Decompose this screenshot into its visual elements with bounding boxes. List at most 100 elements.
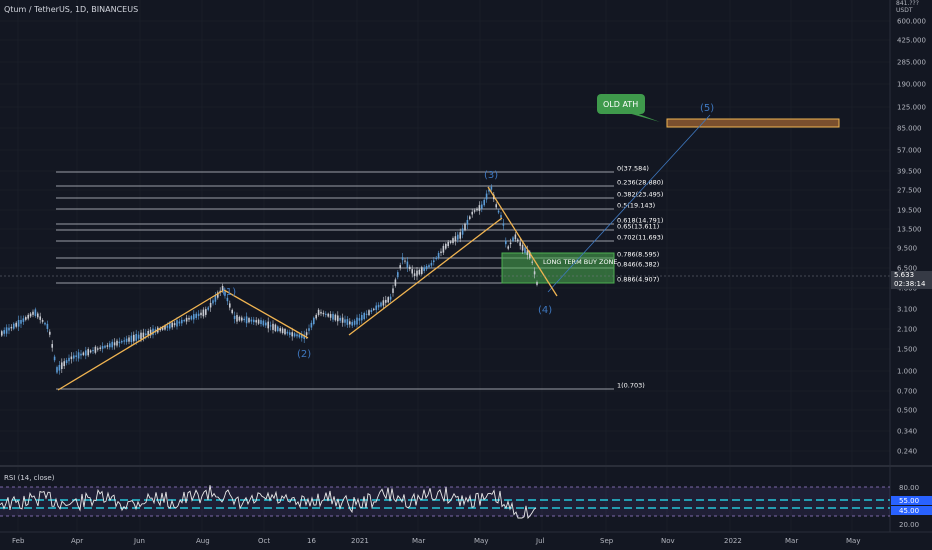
fib-label: 0.65(13.611) [617,223,659,231]
candle-body [332,313,334,320]
time-label: Mar [785,537,798,545]
time-label: 2022 [724,537,742,545]
candle-body [99,347,101,349]
candle-body [92,350,94,352]
candle-body [82,352,85,356]
candle-body [351,321,353,326]
candle-body [135,333,137,341]
old-ath-callout[interactable]: OLD ATH [597,94,660,122]
price-label: 57.000 [897,147,922,155]
candle-body [94,346,97,353]
candle-body [221,285,224,291]
candle-body [137,334,140,339]
candle-body [231,309,233,314]
candle-body [39,316,41,320]
candle-body [205,309,207,315]
candle-body [265,322,267,326]
price-label: 19.500 [897,207,922,215]
time-axis[interactable]: Feb Apr Jun Aug Oct 16 2021 Mar May Jul Sep Nov 2022… [12,537,860,545]
candle-body [149,329,152,336]
candle-body [101,346,104,349]
chart-grid [0,0,890,532]
candle-body [329,314,332,318]
candle-body [197,313,200,317]
candle-body [353,320,356,325]
candle-body [8,327,10,331]
rsi-axis-80: 80.00 [899,484,919,492]
candle-body [519,242,521,246]
buy-zone-box[interactable] [501,252,615,284]
fibonacci-retracement[interactable]: 0(37.584) 0.236(28.880) 0.382(23.495) 0.5(1… [56,165,663,390]
wave-label-4: (4) [538,305,552,316]
candle-body [512,237,514,241]
candle-body [308,328,310,331]
candle-body [428,265,430,268]
fib-label: 0.786(8.595) [617,251,659,259]
price-label: 125.000 [897,104,926,112]
candle-body [387,297,389,303]
trendline-wave-1 [57,289,225,391]
candle-body [10,326,13,329]
wave-5-projection [547,114,711,293]
candle-body [320,311,322,314]
candle-body [488,189,490,192]
candle-body [236,315,238,322]
wave-labels: (1) (2) (3) (4) (5) [222,103,714,360]
price-label: 6.500 [897,265,917,273]
candle-body [178,321,181,324]
candle-body [449,241,452,243]
candle-body [416,270,418,277]
candle-body [161,326,164,330]
candle-body [315,314,317,319]
old-ath-box[interactable] [666,118,840,128]
candle-body [411,269,413,274]
candle-body [274,324,277,332]
candle-body [169,323,171,329]
candle-body [363,312,365,320]
candle-body [507,246,509,249]
candle-body [185,317,188,322]
candle-body [207,307,209,310]
price-axis-top-label: 841.??? [896,0,919,7]
time-label: Feb [12,537,25,545]
candle-body [286,331,289,334]
rsi-title[interactable]: RSI (14, close) [4,474,55,482]
candle-body [29,313,32,317]
candle-body [44,322,46,325]
candle-body [46,323,49,329]
candle-body [226,297,229,302]
candle-body [471,211,473,215]
candle-body [440,251,442,253]
candle-body [109,343,111,348]
time-label: Nov [661,537,675,545]
candle-body [337,315,339,322]
time-label: Apr [71,537,83,545]
rsi-pane[interactable] [0,485,890,520]
candle-body [253,319,255,323]
candle-body [61,362,63,369]
candle-body [435,257,437,259]
price-label: 0.500 [897,407,917,415]
candle-body [421,267,423,275]
candle-body [277,326,279,332]
candle-body [260,320,262,325]
trendlines[interactable] [57,186,558,391]
candle-body [233,315,236,320]
fib-label: 0.236(28.880) [617,179,663,187]
candle-body [490,186,493,190]
candle-body [171,322,173,328]
candle-body [183,320,185,322]
price-axis[interactable]: 600.000 425.000 285.000 190.000 125.000 85.00… [897,18,926,456]
candle-body [32,311,34,315]
symbol-title[interactable]: Qtum / TetherUS, 1D, BINANCEUS [4,5,139,14]
candle-body [291,332,293,337]
time-label: 16 [307,537,316,545]
candle-body [524,247,526,253]
candle-body [142,332,145,338]
candle-body [356,317,358,325]
candle-body [97,348,99,350]
candle-body [111,341,113,348]
price-label: 39.500 [897,168,922,176]
candle-body [526,250,529,256]
